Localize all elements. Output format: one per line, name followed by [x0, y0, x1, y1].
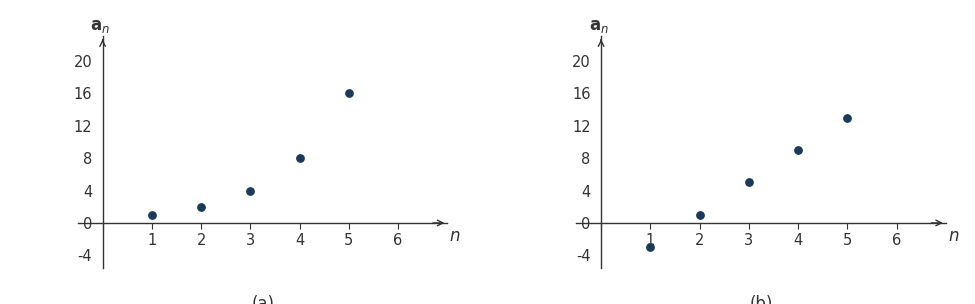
- Point: [243, 188, 258, 193]
- Point: [341, 91, 357, 96]
- Text: n: n: [449, 227, 460, 245]
- Point: [144, 212, 160, 217]
- Text: n: n: [949, 227, 958, 245]
- Text: $\mathbf{a}_n$: $\mathbf{a}_n$: [90, 17, 110, 35]
- Point: [643, 245, 658, 250]
- Point: [193, 204, 209, 209]
- Point: [692, 212, 708, 217]
- Point: [292, 156, 307, 161]
- Text: $\mathbf{a}_n$: $\mathbf{a}_n$: [589, 17, 608, 35]
- Point: [839, 115, 855, 120]
- Point: [791, 147, 806, 152]
- Point: [741, 180, 757, 185]
- Text: (b): (b): [750, 295, 773, 304]
- Text: (a): (a): [252, 295, 274, 304]
